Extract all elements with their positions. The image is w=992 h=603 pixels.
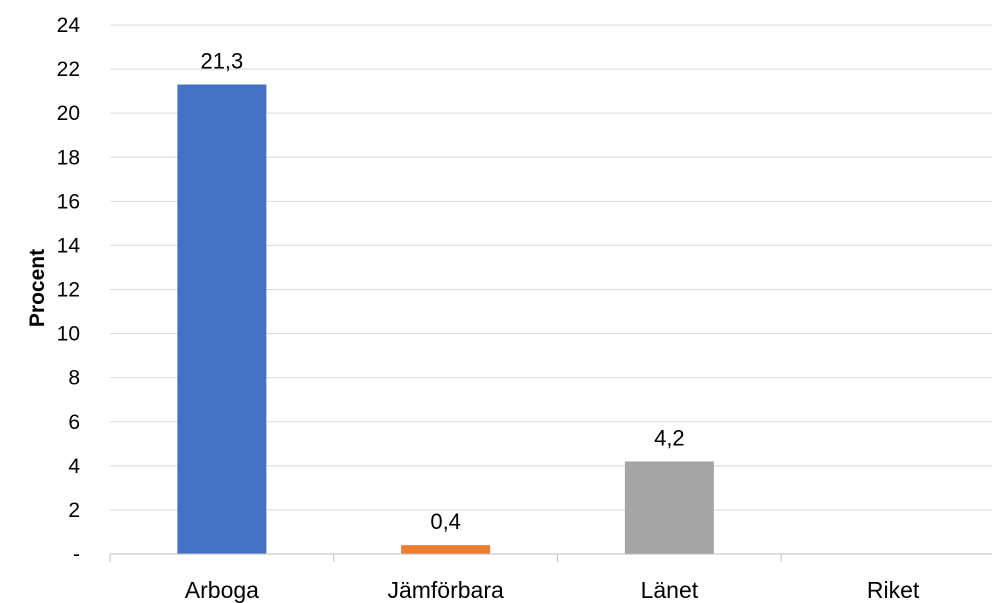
y-tick-label: 4	[68, 455, 80, 478]
y-tick-label: 16	[57, 190, 80, 213]
y-tick-label: -	[73, 543, 80, 566]
bar-länet	[624, 461, 714, 554]
y-tick-label: 12	[57, 279, 80, 302]
x-tick-label: Länet	[641, 577, 699, 603]
x-tick-label: Riket	[867, 577, 920, 603]
y-tick-label: 24	[57, 14, 81, 37]
bar-arboga	[177, 84, 267, 554]
data-label: 21,3	[200, 49, 243, 74]
y-axis-title: Procent	[26, 249, 49, 327]
y-tick-label: 14	[57, 234, 81, 257]
x-tick-label: Arboga	[185, 577, 259, 603]
x-axis-labels: Arboga Jämförbara Länet Riket	[185, 577, 920, 603]
data-label: 0,4	[430, 509, 461, 534]
y-tick-label: 8	[68, 367, 80, 390]
y-tick-label: 10	[57, 323, 80, 346]
y-tick-label: 2	[68, 499, 80, 522]
bar-jämförbara	[401, 545, 491, 554]
x-axis	[109, 553, 992, 562]
x-tick-label: Jämförbara	[387, 577, 504, 603]
y-tick-label: 20	[57, 102, 80, 125]
data-label: 4,2	[654, 425, 685, 450]
y-tick-label: 18	[57, 146, 80, 169]
y-tick-label: 22	[57, 58, 80, 81]
y-tick-label: 6	[68, 411, 80, 434]
data-labels: 21,3 0,4 4,2	[200, 49, 684, 535]
bars	[177, 84, 714, 554]
